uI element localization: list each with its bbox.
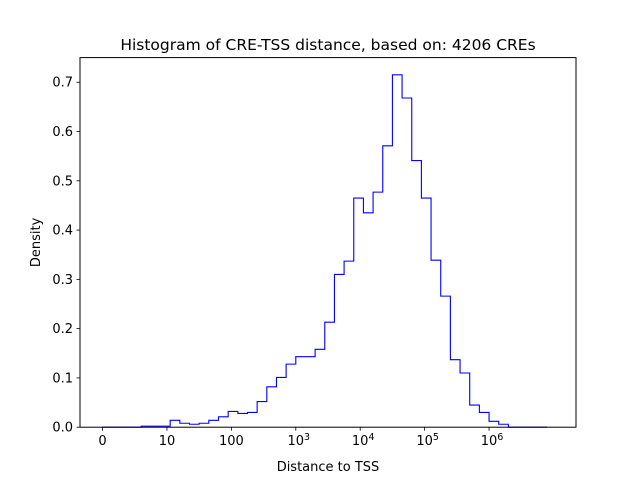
x-tick-label: 100 — [219, 434, 244, 449]
x-axis-label: Distance to TSS — [277, 460, 380, 475]
y-tick-label: 0.4 — [52, 224, 73, 239]
y-axis-label: Density — [29, 217, 44, 267]
x-axis-ticks: 0 10 100 103 104 105 106 — [98, 427, 503, 449]
y-tick-label: 0.5 — [52, 174, 73, 189]
plot-area — [102, 74, 548, 428]
x-tick-label: 106 — [481, 432, 504, 449]
chart-title: Histogram of CRE-TSS distance, based on:… — [120, 36, 535, 54]
y-axis-ticks: 0.0 0.1 0.2 0.3 0.4 0.5 0.6 0.7 — [52, 76, 80, 436]
histogram-step-line — [102, 74, 548, 428]
y-tick-label: 0.7 — [52, 76, 73, 91]
x-tick-label: 104 — [352, 432, 375, 449]
y-tick-label: 0.0 — [52, 421, 73, 436]
x-tick-label: 103 — [287, 432, 310, 449]
x-tick-label: 0 — [98, 434, 106, 449]
y-tick-label: 0.6 — [52, 125, 73, 140]
y-tick-label: 0.1 — [52, 371, 73, 386]
axes-frame — [79, 57, 577, 428]
x-tick-label: 105 — [416, 432, 439, 449]
y-tick-label: 0.3 — [52, 273, 73, 288]
y-tick-label: 0.2 — [52, 322, 73, 337]
x-tick-label: 10 — [159, 434, 176, 449]
